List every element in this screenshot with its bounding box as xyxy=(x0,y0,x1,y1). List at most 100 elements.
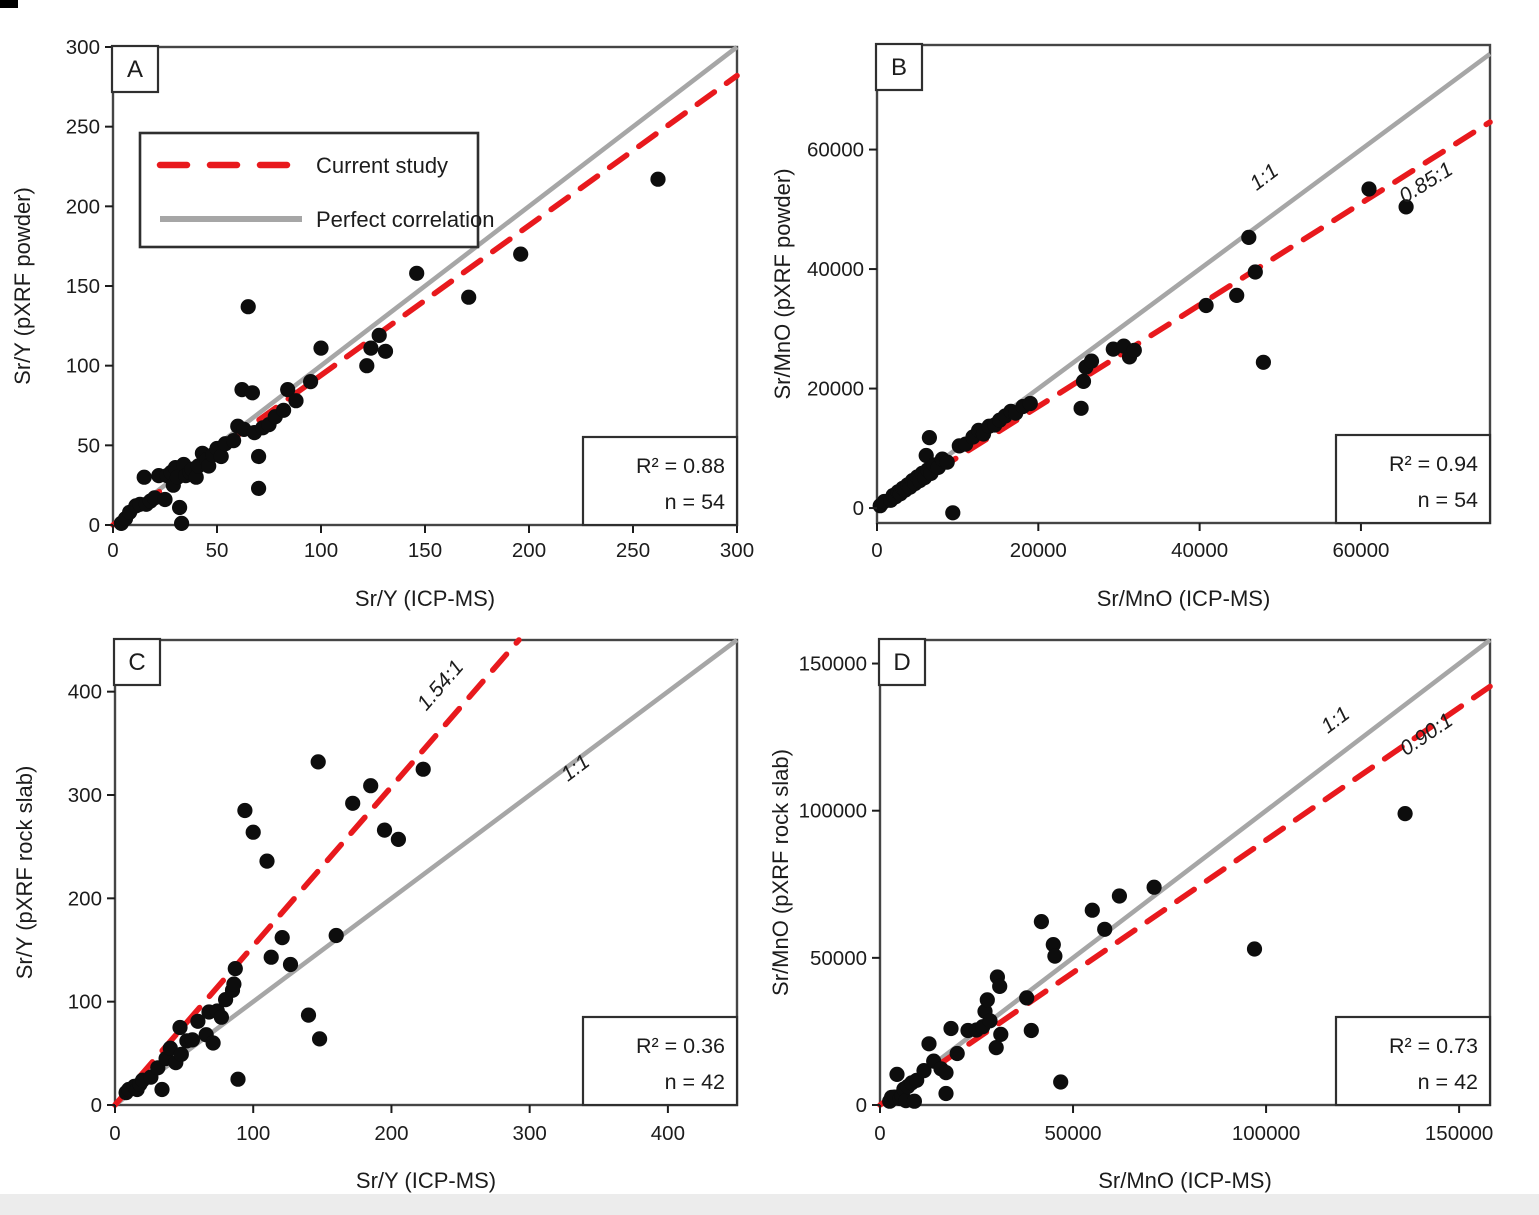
y-tick-label: 0 xyxy=(89,514,100,537)
scatter-plot-b: 1:1 0.85:10 20000 40000 60000020000400006000… xyxy=(770,42,1493,611)
sample-count-value: n = 54 xyxy=(665,490,725,514)
data-point xyxy=(1073,400,1089,416)
data-point xyxy=(276,402,292,418)
data-point xyxy=(300,1007,317,1023)
y-tick-label: 50 xyxy=(77,434,100,457)
panel-label-box xyxy=(110,44,160,94)
data-point xyxy=(1247,264,1263,280)
data-point xyxy=(190,1013,206,1029)
panel-label: B xyxy=(891,54,907,81)
data-point xyxy=(282,956,299,973)
data-point xyxy=(945,505,961,521)
data-point xyxy=(1075,373,1092,389)
y-tick-label: 300 xyxy=(68,784,102,807)
x-tick-label: 200 xyxy=(512,539,546,562)
data-points xyxy=(872,181,1414,521)
data-point xyxy=(1397,806,1413,822)
x-tick-label: 0 xyxy=(107,539,118,562)
data-point xyxy=(938,1065,954,1081)
y-tick-label: 200 xyxy=(66,195,100,218)
y-tick-label: 0 xyxy=(91,1094,102,1117)
x-tick-label: 60000 xyxy=(1332,539,1389,562)
sample-count-value: n = 42 xyxy=(1418,1070,1478,1094)
y-tick-label: 100000 xyxy=(799,800,867,823)
x-tick-label: 200 xyxy=(374,1122,408,1145)
panel-label: C xyxy=(128,649,145,676)
stats-box xyxy=(1334,1015,1492,1107)
identity-line xyxy=(113,638,739,1107)
x-tick-label: 250 xyxy=(616,539,650,562)
y-tick-label: 0 xyxy=(853,497,864,520)
scatter-plot-d: 1:1 0.90:10 50000 100000 1500000500001000001… xyxy=(768,637,1493,1193)
data-point xyxy=(461,289,477,305)
data-point xyxy=(263,949,279,965)
data-point xyxy=(173,1046,189,1062)
panel-c: 1.54:1 1:1 0 100 200 300 400 0 100 200 300 400 Sr/Y … xyxy=(0,618,770,1200)
data-point xyxy=(979,992,995,1008)
stats-box xyxy=(581,435,739,527)
data-point xyxy=(312,1031,328,1047)
data-point xyxy=(251,480,267,496)
sample-count-value: n = 42 xyxy=(665,1070,725,1094)
x-tick-label: 50000 xyxy=(1045,1122,1102,1145)
legend-label-current-study: Current study xyxy=(316,153,448,178)
data-point xyxy=(184,1032,200,1048)
data-point xyxy=(993,1026,1009,1042)
data-point xyxy=(205,1035,221,1051)
y-axis-title: Sr/MnO (pXRF powder) xyxy=(770,168,795,399)
data-point xyxy=(240,299,256,315)
data-point xyxy=(1111,888,1127,904)
data-point xyxy=(213,448,229,465)
data-point xyxy=(136,469,152,485)
r-squared-value: R² = 0.36 xyxy=(636,1034,725,1058)
regression-line xyxy=(112,637,522,1108)
x-tick-label: 0 xyxy=(874,1122,885,1145)
data-point xyxy=(1229,287,1245,303)
data-point xyxy=(988,1040,1004,1056)
data-point xyxy=(949,1045,965,1062)
legend-label-perfect-correlation: Perfect correlation xyxy=(316,207,495,232)
data-point xyxy=(174,515,190,532)
data-point xyxy=(1084,902,1100,918)
data-point xyxy=(280,382,296,398)
x-tick-label: 300 xyxy=(720,539,754,562)
data-point xyxy=(1023,1022,1039,1039)
data-point xyxy=(259,853,275,869)
x-axis-title: Sr/MnO (ICP-MS) xyxy=(1098,1168,1272,1193)
y-tick-label: 20000 xyxy=(807,378,864,401)
panel-label: A xyxy=(127,56,143,83)
data-point xyxy=(226,976,242,992)
data-point xyxy=(376,822,393,838)
data-point xyxy=(889,1066,905,1082)
data-point xyxy=(274,930,290,946)
x-tick-label: 50 xyxy=(206,539,229,562)
data-point xyxy=(992,978,1008,994)
data-point xyxy=(409,265,425,281)
data-point xyxy=(245,824,261,840)
data-point xyxy=(303,374,319,390)
y-axis-title: Sr/Y (pXRF rock slab) xyxy=(12,766,37,980)
data-point xyxy=(227,961,243,977)
data-point xyxy=(1361,181,1377,197)
scatter-plot-a: 0 50 100 150 200 250 300 0 50 100 150 200 250 300 Sr/Y… xyxy=(10,36,754,611)
panel-b: 1:1 0.85:1 0 20000 40000 60000 0 20000 40000 6000… xyxy=(770,0,1539,618)
x-tick-label: 0 xyxy=(109,1122,120,1145)
y-tick-label: 250 xyxy=(66,116,100,139)
x-tick-label: 100 xyxy=(304,539,338,562)
y-tick-label: 300 xyxy=(66,36,100,59)
data-point xyxy=(650,171,666,187)
x-tick-label: 20000 xyxy=(1010,539,1067,562)
data-point xyxy=(237,802,253,819)
sample-count-value: n = 54 xyxy=(1418,488,1478,512)
regression-line xyxy=(874,119,1493,511)
x-axis-title: Sr/MnO (ICP-MS) xyxy=(1097,586,1271,611)
x-tick-label: 100000 xyxy=(1232,1122,1300,1145)
data-point xyxy=(1246,941,1263,957)
data-point xyxy=(172,1019,188,1036)
panel-label-box xyxy=(877,637,927,687)
data-point xyxy=(1241,229,1257,245)
data-point xyxy=(921,430,937,446)
data-point xyxy=(359,358,375,374)
panel-label-box xyxy=(874,42,924,92)
footer-strip xyxy=(0,1194,1539,1215)
